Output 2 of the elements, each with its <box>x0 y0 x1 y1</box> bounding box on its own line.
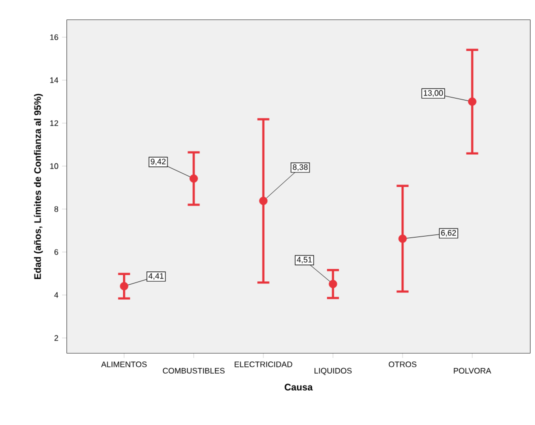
y-axis-title: Edad (años, Límites de Confianza al 95%) <box>34 94 43 279</box>
x-axis-title: Causa <box>284 384 313 390</box>
